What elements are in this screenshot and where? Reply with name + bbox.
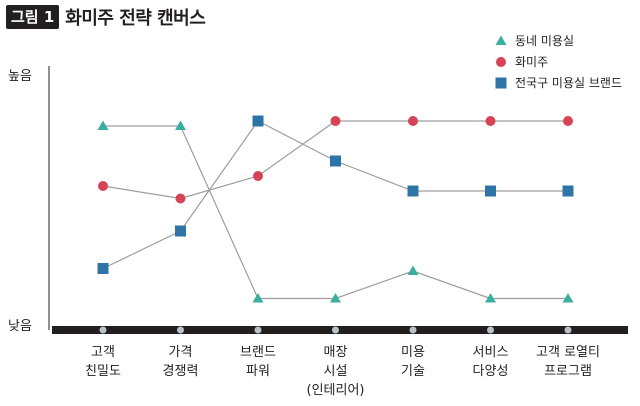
x-tick-label: 시설 bbox=[324, 364, 348, 379]
data-point bbox=[252, 293, 264, 303]
data-point bbox=[97, 120, 109, 130]
x-tick-label: (인테리어) bbox=[307, 383, 365, 398]
data-point bbox=[407, 265, 419, 275]
x-tick-label: 프로그램 bbox=[544, 364, 592, 379]
data-point bbox=[485, 116, 496, 126]
data-point bbox=[175, 225, 186, 237]
series-line bbox=[103, 125, 568, 300]
triangle-legend-icon bbox=[495, 35, 507, 45]
legend-label: 전국구 미용실 브랜드 bbox=[515, 76, 622, 90]
data-point bbox=[485, 185, 496, 197]
x-tick-label: 매장 bbox=[324, 345, 348, 360]
chart-title: 화미주 전략 캔버스 bbox=[65, 8, 206, 29]
square-legend-icon bbox=[495, 77, 507, 88]
x-tick-label: 파워 bbox=[246, 364, 270, 379]
x-tick-label: 고객 bbox=[91, 345, 115, 360]
x-tick-label: 고객 로열티 bbox=[536, 345, 600, 360]
circle-legend-icon bbox=[496, 56, 506, 67]
data-point bbox=[330, 293, 341, 303]
legend-marker bbox=[495, 35, 507, 45]
y-axis-low-label: 낮음 bbox=[8, 319, 32, 334]
data-point bbox=[330, 155, 341, 167]
x-axis-tick-dot bbox=[332, 326, 339, 334]
x-tick-label: 가격 bbox=[169, 345, 193, 360]
data-point bbox=[252, 115, 264, 127]
figure-title: 그림 1 화미주 전략 캔버스 bbox=[6, 4, 206, 30]
legend-item: 전국구 미용실 브랜드 bbox=[493, 72, 622, 93]
data-point bbox=[485, 293, 496, 303]
x-tick-label: 친밀도 bbox=[85, 364, 121, 379]
data-point bbox=[407, 185, 419, 197]
figure-badge: 그림 1 bbox=[6, 5, 60, 29]
legend-item: 화미주 bbox=[493, 51, 622, 72]
x-axis-bar bbox=[52, 326, 628, 334]
data-point bbox=[408, 116, 418, 126]
x-tick-label: 브랜드 bbox=[240, 345, 276, 360]
data-point bbox=[97, 263, 109, 274]
legend-marker bbox=[495, 77, 507, 88]
x-axis-tick-dot bbox=[254, 326, 262, 334]
x-axis-tick-dot bbox=[409, 326, 417, 334]
legend-label: 동네 미용실 bbox=[515, 34, 575, 48]
data-point bbox=[98, 181, 108, 191]
x-axis-tick-dot bbox=[177, 326, 184, 334]
x-tick-label: 경쟁력 bbox=[163, 364, 199, 379]
series-line bbox=[102, 120, 568, 270]
x-tick-label: 다양성 bbox=[473, 364, 509, 379]
legend-marker bbox=[496, 56, 506, 67]
x-axis-tick-dot bbox=[99, 326, 107, 334]
data-point bbox=[175, 193, 186, 204]
legend-label: 화미주 bbox=[515, 55, 549, 69]
data-point bbox=[563, 116, 573, 126]
data-point bbox=[175, 120, 186, 130]
data-point bbox=[562, 185, 574, 197]
data-point bbox=[562, 293, 574, 303]
x-axis-tick-dot bbox=[487, 326, 494, 334]
data-point bbox=[330, 116, 341, 126]
data-point bbox=[253, 171, 263, 181]
x-tick-label: 미용 bbox=[401, 345, 425, 360]
y-axis-high-label: 높음 bbox=[8, 69, 32, 84]
legend-item: 동네 미용실 bbox=[493, 30, 622, 51]
x-tick-label: 기술 bbox=[401, 364, 425, 379]
x-tick-label: 서비스 bbox=[473, 345, 509, 360]
x-axis-tick-dot bbox=[564, 326, 572, 334]
